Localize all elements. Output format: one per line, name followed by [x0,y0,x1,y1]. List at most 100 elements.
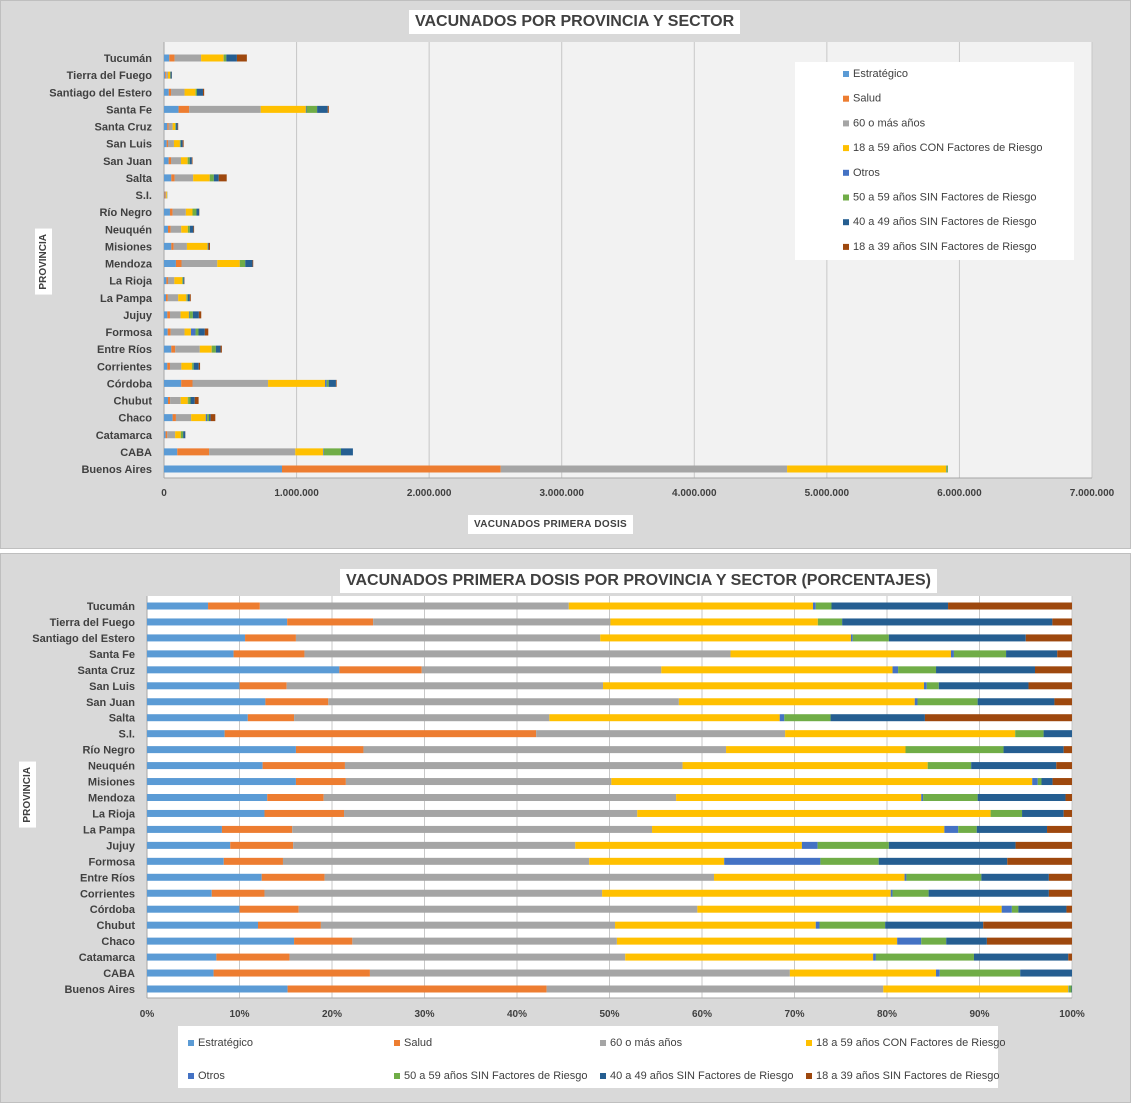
chart-2-category-label: Río Negro [82,745,135,757]
bar-mendoza-18-a-59-anos-con-factores-de-riesgo [676,794,922,801]
bar-tierra-del-fuego-estrategico [164,71,166,79]
bar-tucuman-60-o-mas-anos [259,602,569,610]
chart-1-category-label: Santiago del Estero [49,87,152,99]
bar-cordoba-otros [1001,905,1012,913]
bar-salta-estrategico [147,714,248,722]
bar-salta-50-a-59-anos-sin-factores-de-riesgo [784,714,831,722]
bar-tierra-del-fuego-60-o-mas-anos [166,71,168,79]
chart-1-x-tick-label: 4.000.000 [672,488,717,499]
bar-rio-negro-60-o-mas-anos [172,208,186,216]
bar-buenos-aires-estrategico [164,465,282,473]
bar-cordoba-50-a-59-anos-sin-factores-de-riesgo [326,379,329,387]
chart-1-category-label: Mendoza [105,259,153,271]
bar-la-rioja-salud [264,809,345,817]
bar-rio-negro-50-a-59-anos-sin-factores-de-riesgo [192,208,197,216]
bar-misiones-40-a-49-anos-sin-factores-de-riesgo [1041,778,1053,786]
bar-jujuy-estrategico [164,311,168,319]
bar-catamarca-18-a-59-anos-con-factores-de-riesgo [175,431,181,439]
bar-catamarca-18-a-39-anos-sin-factores-de-riesgo [1068,953,1072,961]
bar-s-i-60-o-mas-anos [165,191,167,199]
bar-rio-negro-estrategico [164,208,170,216]
bar-santiago-del-estero-50-a-59-anos-sin-factores-de-riesgo [852,634,889,642]
chart-2-x-tick-label: 80% [877,1009,897,1020]
bar-la-rioja-estrategico [164,277,167,285]
bar-caba-50-a-59-anos-sin-factores-de-riesgo [323,448,341,456]
chart-2-category-label: Catamarca [79,952,136,964]
bar-misiones-otros [1032,778,1038,786]
bar-chaco-otros [205,414,208,422]
bar-chaco-60-o-mas-anos [175,414,192,422]
bar-corrientes-18-a-59-anos-con-factores-de-riesgo [602,889,891,897]
bar-caba-estrategico [147,969,214,977]
bar-s-i-50-a-59-anos-sin-factores-de-riesgo [1015,730,1044,738]
bar-catamarca-40-a-49-anos-sin-factores-de-riesgo [183,431,186,439]
bar-tucuman-estrategico [164,54,170,62]
bar-santa-fe-18-a-59-anos-con-factores-de-riesgo [260,105,306,113]
bar-s-i-60-o-mas-anos [536,730,786,738]
bar-san-juan-18-a-59-anos-con-factores-de-riesgo [180,157,188,165]
chart-2-x-tick-label: 30% [414,1009,434,1020]
bar-la-rioja-18-a-39-anos-sin-factores-de-riesgo [1063,809,1072,817]
chart-2-category-label: San Luis [89,681,135,693]
bar-corrientes-salud [211,889,265,897]
bar-buenos-aires-60-o-mas-anos [500,465,788,473]
chart-1-category-label: Chubut [114,396,153,408]
bar-caba-40-a-49-anos-sin-factores-de-riesgo [340,448,353,456]
bar-chaco-50-a-59-anos-sin-factores-de-riesgo [207,414,210,422]
bar-jujuy-18-a-59-anos-con-factores-de-riesgo [180,311,189,319]
bar-buenos-aires-50-a-59-anos-sin-factores-de-riesgo [1068,985,1072,993]
bar-chubut-40-a-49-anos-sin-factores-de-riesgo [190,397,195,404]
bar-chaco-salud [294,937,353,945]
bar-s-i-18-a-59-anos-con-factores-de-riesgo [785,730,1016,738]
bar-santiago-del-estero-salud [168,88,172,96]
bar-santiago-del-estero-18-a-59-anos-con-factores-de-riesgo [600,634,851,642]
bar-cordoba-50-a-59-anos-sin-factores-de-riesgo [1011,905,1019,913]
bar-formosa-18-a-39-anos-sin-factores-de-riesgo [204,328,209,336]
legend-label-18-a-59-anos-con-factores-de-riesgo: 18 a 59 años CON Factores de Riesgo [816,1037,1006,1049]
bar-santiago-del-estero-estrategico [147,634,246,642]
chart-2-x-tick-label: 40% [507,1009,527,1020]
bar-mendoza-otros [921,794,924,801]
chart-1-category-label: Tucumán [104,53,152,65]
bar-corrientes-salud [167,362,170,370]
bar-chubut-40-a-49-anos-sin-factores-de-riesgo [885,921,984,929]
bar-misiones-estrategico [164,242,172,250]
bar-jujuy-60-o-mas-anos [169,311,181,319]
bar-santa-cruz-60-o-mas-anos [421,666,662,674]
bar-corrientes-18-a-39-anos-sin-factores-de-riesgo [1048,889,1072,897]
legend-swatch-18-a-39-anos-sin-factores-de-riesgo [806,1073,812,1079]
bar-la-pampa-60-o-mas-anos [292,825,653,833]
bar-tierra-del-fuego-40-a-49-anos-sin-factores-de-riesgo [842,618,1053,626]
bar-santa-cruz-40-a-49-anos-sin-factores-de-riesgo [936,666,1035,674]
bar-formosa-otros [724,857,821,865]
bar-cordoba-60-o-mas-anos [298,905,698,913]
legend-swatch-18-a-59-anos-con-factores-de-riesgo [806,1040,812,1046]
bar-misiones-60-o-mas-anos [173,242,187,250]
bar-tierra-del-fuego-estrategico [147,618,288,626]
bar-salta-18-a-59-anos-con-factores-de-riesgo [549,714,780,722]
bar-santiago-del-estero-18-a-39-anos-sin-factores-de-riesgo [1025,634,1072,642]
bar-la-pampa-60-o-mas-anos [167,294,179,302]
chart-1-category-label: San Juan [103,156,152,168]
bar-corrientes-otros [890,889,893,897]
bar-formosa-otros [190,328,196,336]
bar-corrientes-60-o-mas-anos [169,362,182,370]
bar-tierra-del-fuego-salud [287,618,374,626]
bar-formosa-estrategico [164,328,168,336]
bar-santa-cruz-18-a-59-anos-con-factores-de-riesgo [661,666,893,674]
chart-2-category-label: Tierra del Fuego [50,617,136,629]
bar-san-luis-18-a-39-anos-sin-factores-de-riesgo [1028,682,1072,690]
bar-misiones-salud [171,242,174,250]
bar-corrientes-40-a-49-anos-sin-factores-de-riesgo [928,889,1049,897]
bar-neuquen-18-a-39-anos-sin-factores-de-riesgo [193,225,195,233]
bar-la-pampa-40-a-49-anos-sin-factores-de-riesgo [187,294,190,302]
bar-buenos-aires-salud [287,985,547,993]
bar-caba-salud [213,969,370,977]
bar-la-rioja-18-a-59-anos-con-factores-de-riesgo [637,809,991,817]
chart-2-legend: Estratégico Salud 60 o más años 18 a 59 año… [178,1026,1006,1088]
bar-santiago-del-estero-salud [245,634,296,642]
bar-santa-cruz-18-a-59-anos-con-factores-de-riesgo [172,123,176,130]
legend-label-40-a-49-anos-sin-factores-de-riesgo: 40 a 49 años SIN Factores de Riesgo [610,1070,793,1082]
chart-1-category-label: Catamarca [96,430,153,442]
chart-2-legend-box [178,1026,998,1088]
